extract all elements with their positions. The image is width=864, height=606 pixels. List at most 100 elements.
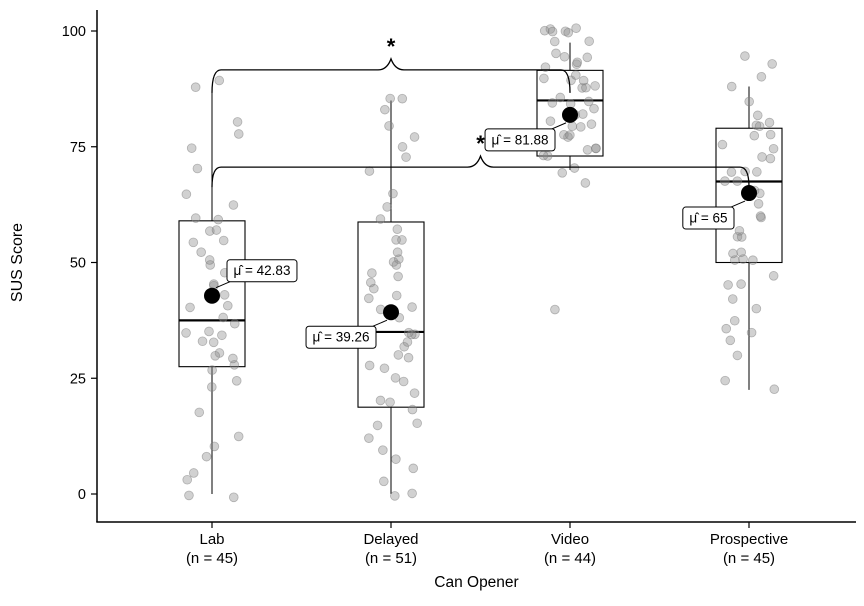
data-point (736, 247, 747, 258)
data-point (390, 491, 400, 501)
x-axis-title: Can Opener (434, 574, 518, 591)
data-point (412, 418, 422, 429)
data-point (403, 352, 414, 363)
x-tick-n-delayed: (n = 51) (365, 550, 417, 567)
mean-callout-delayed: μ̂ = 39.26 (305, 319, 388, 349)
mean-dot-prospective (741, 185, 757, 202)
data-point (205, 260, 216, 270)
data-point (408, 463, 419, 474)
data-point (767, 59, 777, 69)
data-point (367, 268, 377, 278)
data-point (727, 294, 738, 304)
data-point (754, 121, 765, 132)
data-point (768, 143, 779, 154)
data-point (229, 318, 240, 329)
data-point (567, 121, 578, 132)
data-point (547, 26, 558, 37)
data-point (732, 350, 743, 361)
data-point (749, 130, 760, 141)
data-point (391, 235, 401, 245)
data-point (584, 36, 594, 47)
data-point (185, 302, 195, 313)
data-point (571, 70, 581, 80)
data-point (726, 81, 737, 92)
jitter-points-delayed (364, 93, 422, 501)
x-tick-label-video: Video (551, 531, 589, 548)
data-point (581, 82, 591, 93)
data-point (207, 382, 217, 392)
data-point (549, 36, 560, 47)
x-tick-n-lab: (n = 45) (186, 550, 238, 567)
data-point (765, 153, 776, 164)
mean-label-delayed: μ̂ = 39.26 (313, 330, 370, 345)
data-point (557, 168, 568, 178)
data-point (233, 129, 244, 139)
data-point (583, 96, 594, 107)
data-point (407, 302, 417, 312)
data-point (539, 25, 550, 36)
data-point (752, 110, 763, 121)
data-point (563, 27, 574, 38)
data-point (723, 280, 733, 290)
data-point (586, 119, 597, 129)
data-point (210, 351, 221, 361)
data-point (184, 490, 194, 501)
data-point (403, 327, 414, 338)
data-point (388, 257, 399, 267)
signif-asterisk-2: * (476, 131, 485, 156)
data-point (545, 116, 556, 126)
data-point (571, 23, 581, 33)
data-point (732, 176, 743, 186)
data-point (364, 166, 375, 176)
data-point (392, 247, 403, 258)
data-point (391, 454, 401, 464)
data-point (201, 451, 212, 462)
x-tick-n-video: (n = 44) (544, 550, 596, 567)
data-point (188, 237, 199, 248)
data-point (214, 75, 225, 86)
data-point (547, 98, 558, 108)
data-point (219, 290, 230, 300)
data-point (755, 211, 766, 221)
mean-callout-box-delayed (305, 325, 377, 349)
data-point (409, 388, 420, 398)
data-point (590, 81, 600, 91)
y-tick-label: 50 (70, 256, 86, 272)
mean-label-lab: μ̂ = 42.83 (234, 263, 291, 278)
data-point (720, 176, 730, 186)
data-point (192, 163, 203, 174)
y-tick-label: 25 (70, 371, 86, 387)
data-point (728, 248, 738, 259)
data-point (569, 163, 580, 173)
mean-dot-lab (204, 287, 220, 304)
data-point (550, 304, 560, 315)
data-point (218, 235, 229, 246)
jitter-points-lab (181, 75, 244, 503)
data-point (375, 395, 386, 406)
data-point (751, 303, 762, 314)
data-point (401, 152, 411, 162)
mean-callout-pointer-delayed (372, 319, 388, 327)
data-point (197, 336, 208, 347)
data-point (551, 48, 561, 59)
data-point (399, 341, 409, 352)
data-point (194, 407, 205, 418)
data-point (725, 335, 736, 346)
x-tick-label-prospective: Prospective (710, 531, 788, 548)
data-point (397, 93, 408, 104)
data-point (364, 360, 375, 371)
data-point (752, 167, 762, 177)
y-tick-label: 75 (70, 140, 86, 156)
data-point (578, 109, 588, 119)
data-point (392, 224, 403, 235)
data-point (369, 283, 379, 294)
data-point (764, 117, 775, 128)
mean-label-prospective: μ̂ = 65 (689, 211, 727, 226)
data-point (582, 145, 593, 155)
data-point (572, 57, 583, 68)
data-point (231, 376, 242, 386)
data-point (393, 271, 403, 282)
data-point (228, 200, 239, 210)
data-point (394, 254, 404, 264)
data-point (391, 290, 402, 301)
